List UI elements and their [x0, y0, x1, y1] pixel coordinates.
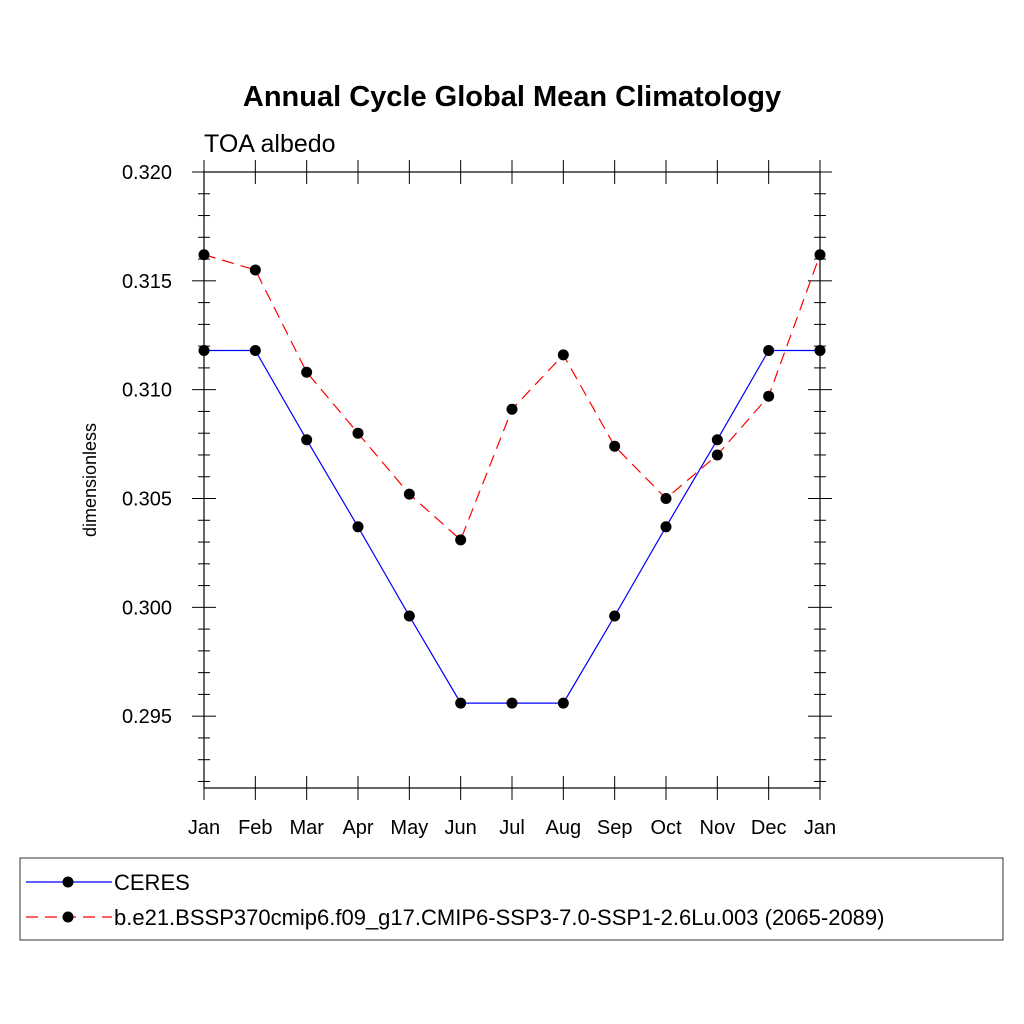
series-1-point: [506, 403, 518, 415]
series-line-1: [203, 254, 821, 541]
series-1-point: [763, 390, 775, 402]
chart-subtitle: TOA albedo: [204, 130, 336, 158]
series-1-point: [609, 440, 621, 452]
series-0-point: [609, 610, 621, 622]
series-0-point: [763, 344, 775, 356]
y-axis-label: dimensionless: [80, 423, 100, 537]
series-0-point: [352, 521, 364, 533]
x-tick-label: Jan: [804, 817, 836, 839]
series-0-point: [711, 434, 723, 446]
x-tick-label: May: [390, 817, 428, 839]
y-tick-label: 0.295: [122, 706, 172, 728]
series-line-0: [204, 349, 820, 704]
x-tick-label: Jan: [188, 817, 220, 839]
x-tick-label: Mar: [289, 817, 324, 839]
plot-frame: [203, 171, 821, 789]
legend-marker-1: [62, 911, 74, 923]
x-tick-label: Jun: [445, 817, 477, 839]
y-tick-label: 0.315: [122, 271, 172, 293]
series-0-point: [249, 344, 261, 356]
y-tick-labels: 0.295 0.300 0.305 0.310 0.315 0.320: [122, 162, 172, 728]
series-0-point: [660, 521, 672, 533]
x-tick-labels: Jan Feb Mar Apr May Jun Jul Aug Sep Oct Nov Dec Jan: [188, 817, 836, 839]
y-tick-label: 0.300: [122, 597, 172, 619]
y-tick-label: 0.310: [122, 380, 172, 402]
x-tick-label: Aug: [546, 817, 582, 839]
series-1-point: [557, 349, 569, 361]
legend-frame: [19, 857, 1004, 941]
x-tick-label: Oct: [650, 817, 682, 839]
x-tick-label: Sep: [597, 817, 633, 839]
chart-title: Annual Cycle Global Mean Climatology: [243, 81, 781, 113]
legend-label-0: CERES: [114, 870, 190, 895]
y-tick-label: 0.320: [122, 162, 172, 184]
series-1-point: [352, 427, 364, 439]
legend-marker-0: [62, 876, 74, 888]
x-tick-label: Dec: [751, 817, 787, 839]
legend: CERES b.e21.BSSP370cmip6.f09_g17.CMIP6-SS…: [19, 857, 1004, 941]
series-1-point: [403, 488, 415, 500]
x-tick-label: Jul: [499, 817, 525, 839]
series-1-point: [455, 534, 467, 546]
series-0-point: [403, 610, 415, 622]
x-tick-label: Apr: [342, 817, 373, 839]
series-1-point: [301, 366, 313, 378]
x-tick-label: Feb: [238, 817, 272, 839]
series-0-point: [455, 697, 467, 709]
series-0-point: [506, 697, 518, 709]
series-0-point: [301, 434, 313, 446]
series-1-point: [711, 449, 723, 461]
series-1-point: [660, 493, 672, 505]
series-layer: [198, 249, 826, 709]
x-tick-label: Nov: [700, 817, 736, 839]
series-1-point: [249, 264, 261, 276]
series-0-point: [557, 697, 569, 709]
legend-label-1: b.e21.BSSP370cmip6.f09_g17.CMIP6-SSP3-7.…: [114, 905, 884, 930]
y-tick-label: 0.305: [122, 489, 172, 511]
